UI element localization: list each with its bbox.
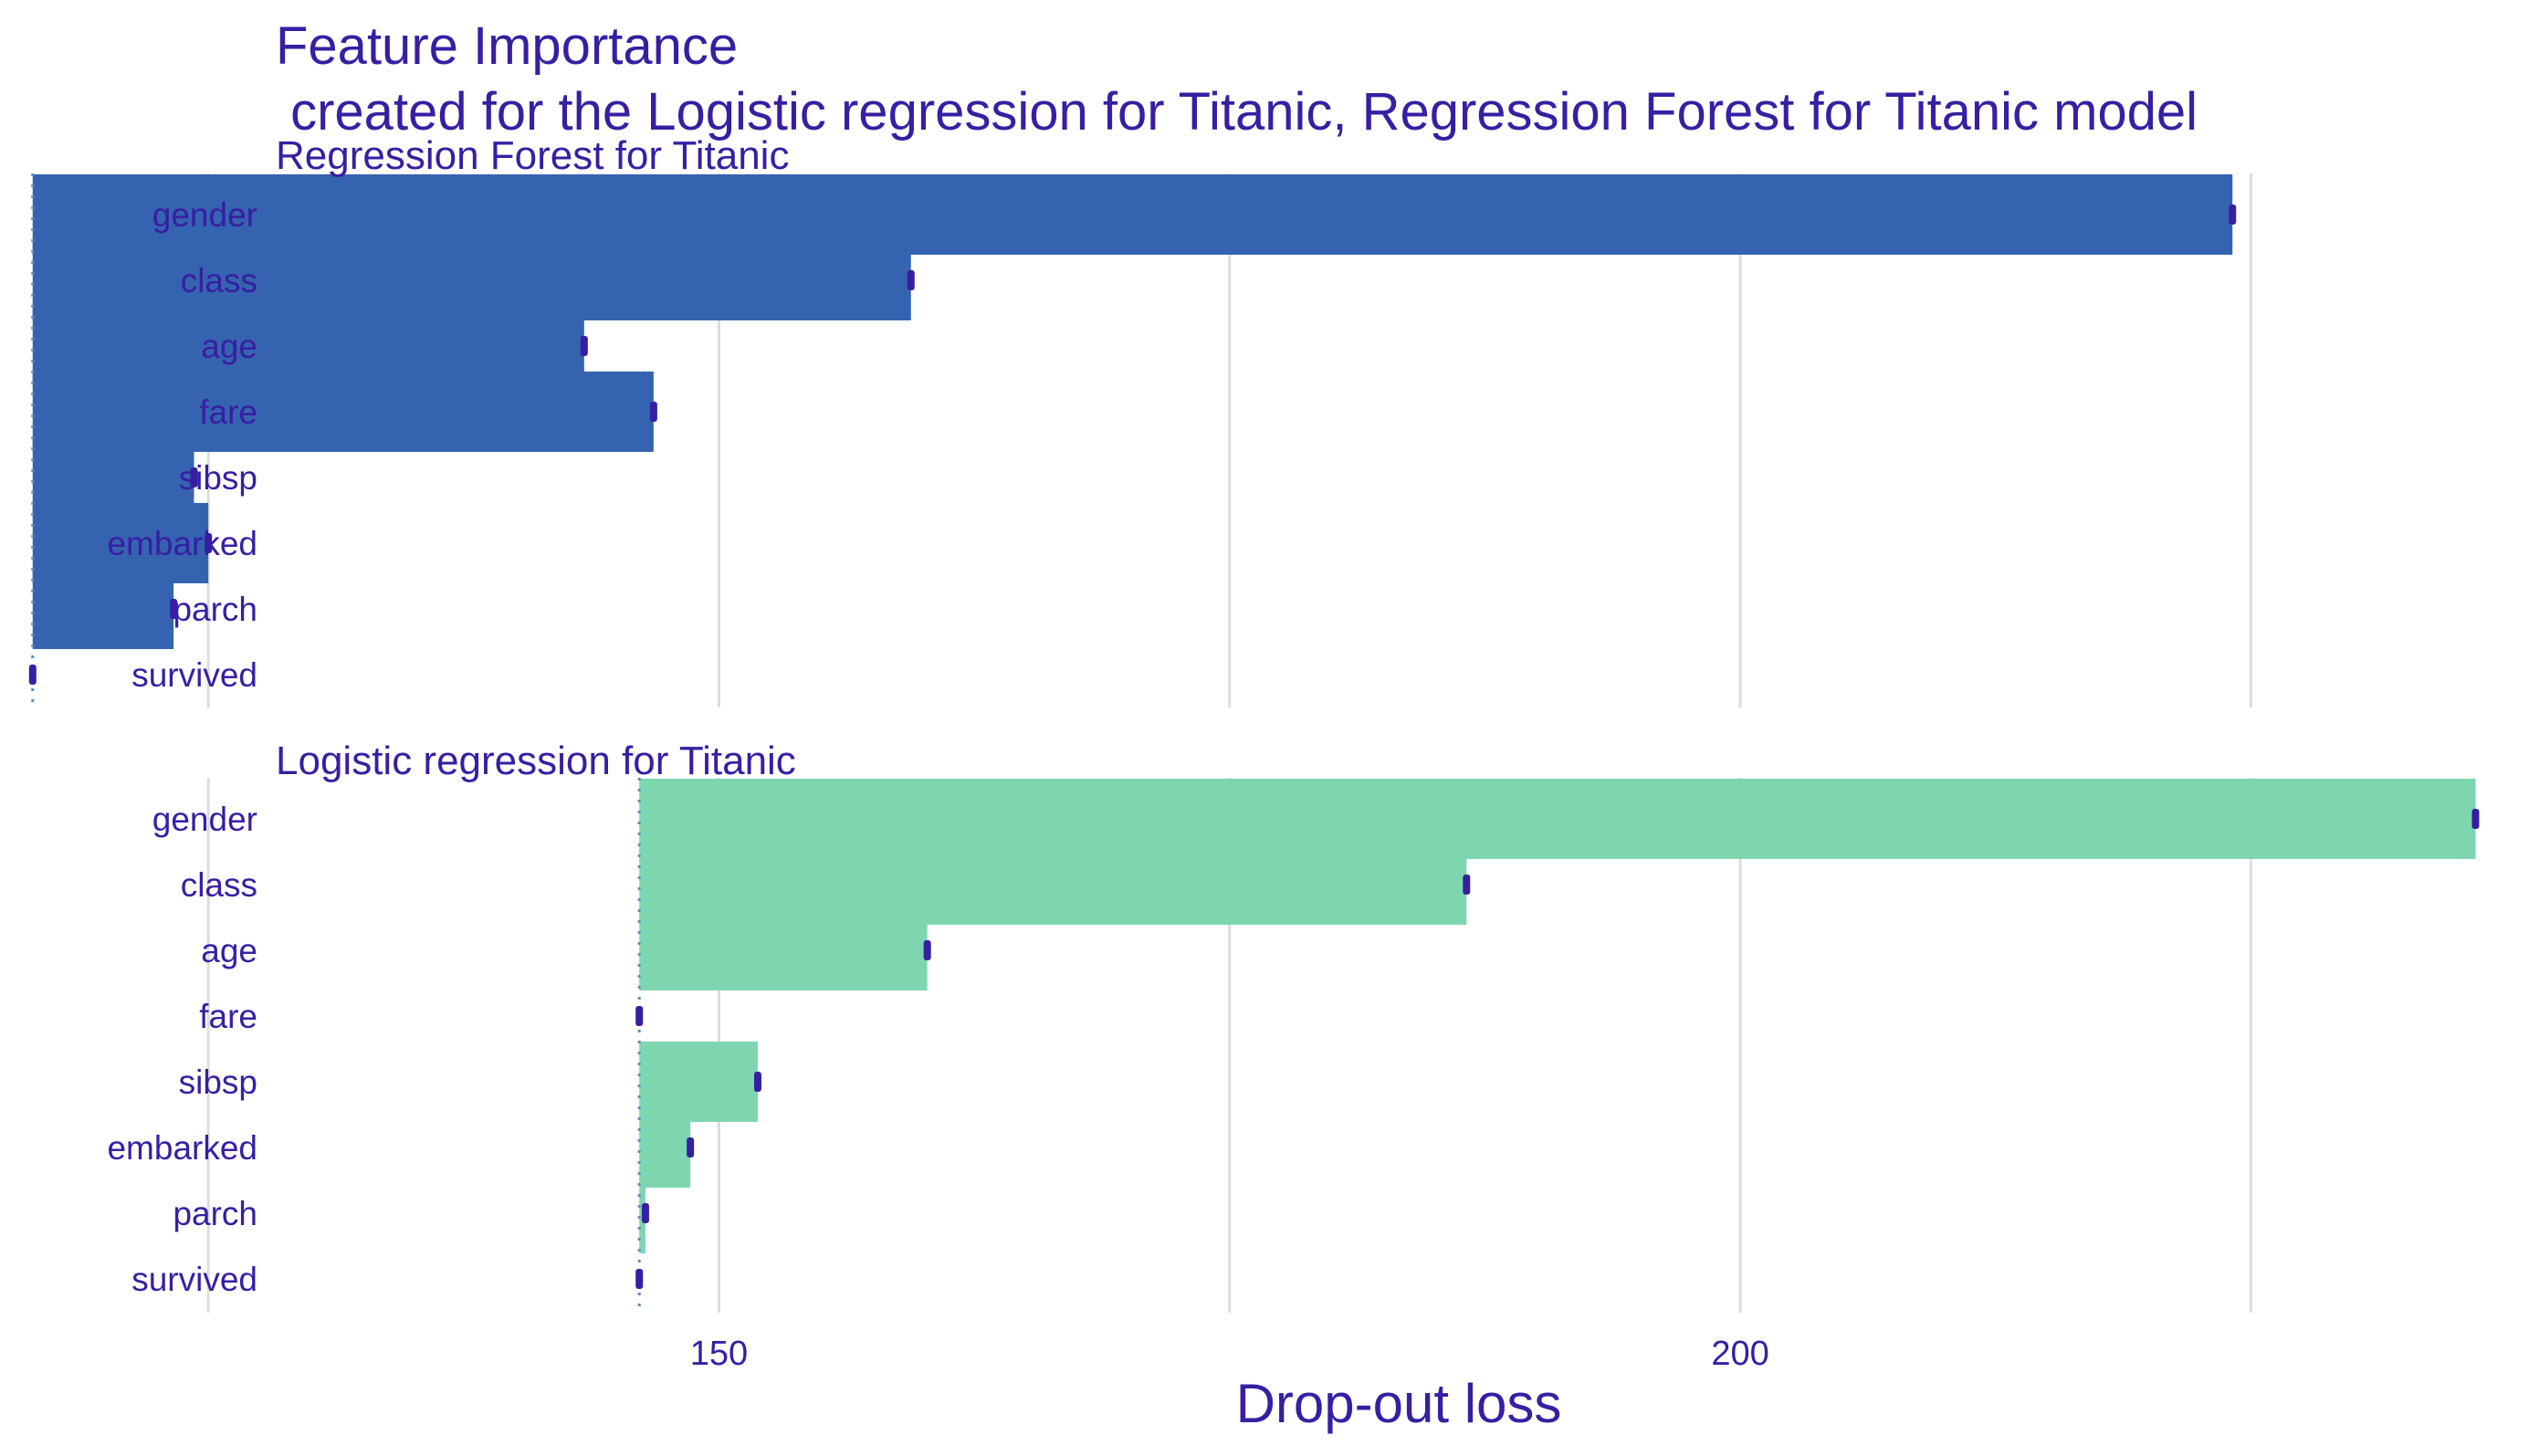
panel-title: Logistic regression for Titanic xyxy=(276,738,796,783)
category-label: class xyxy=(181,866,257,904)
error-mark xyxy=(2229,204,2237,225)
category-label: parch xyxy=(173,591,257,628)
x-axis: 150 200 xyxy=(690,1335,1769,1373)
category-label: sibsp xyxy=(179,1063,257,1101)
error-mark xyxy=(205,533,213,553)
error-mark xyxy=(687,1137,695,1157)
error-mark xyxy=(170,599,178,619)
error-mark xyxy=(190,467,198,487)
error-mark xyxy=(28,665,37,685)
x-tick-label: 200 xyxy=(1711,1335,1768,1373)
bar xyxy=(639,910,928,990)
facet-panels: gender class age fare sibsp embarked parch surv… xyxy=(28,133,2480,1313)
chart-title: Feature Importance xyxy=(276,16,738,76)
category-label: sibsp xyxy=(179,459,257,497)
category-label: age xyxy=(201,328,257,365)
category-label: survived xyxy=(131,1261,257,1298)
category-label: parch xyxy=(173,1195,257,1232)
bar xyxy=(32,569,174,649)
error-mark xyxy=(635,1269,644,1289)
panel-title: Regression Forest for Titanic xyxy=(276,133,789,178)
chart-subtitle: created for the Logistic regression for … xyxy=(276,82,2198,141)
category-label: fare xyxy=(199,998,257,1035)
category-label: embarked xyxy=(107,1129,257,1167)
bar xyxy=(639,1107,691,1188)
error-mark xyxy=(580,336,588,356)
facet-panel: gender class age fare sibsp embarked parch surv… xyxy=(107,738,2480,1313)
error-mark xyxy=(753,1072,761,1092)
error-mark xyxy=(641,1203,649,1223)
category-label: class xyxy=(181,262,257,299)
facet-panel: gender class age fare sibsp embarked parch surv… xyxy=(28,133,2252,707)
error-mark xyxy=(2471,809,2480,829)
error-mark xyxy=(907,270,915,290)
category-label: survived xyxy=(131,656,257,694)
category-label: fare xyxy=(199,393,257,431)
x-axis-label: Drop-out loss xyxy=(1236,1373,1562,1434)
error-mark xyxy=(923,940,931,960)
category-label: embarked xyxy=(107,525,257,562)
error-mark xyxy=(649,402,657,422)
error-mark xyxy=(1463,875,1471,895)
category-label: age xyxy=(201,932,257,969)
x-tick-label: 150 xyxy=(690,1335,748,1373)
category-label: gender xyxy=(152,196,257,234)
category-label: gender xyxy=(152,801,257,838)
error-mark xyxy=(635,1006,644,1026)
